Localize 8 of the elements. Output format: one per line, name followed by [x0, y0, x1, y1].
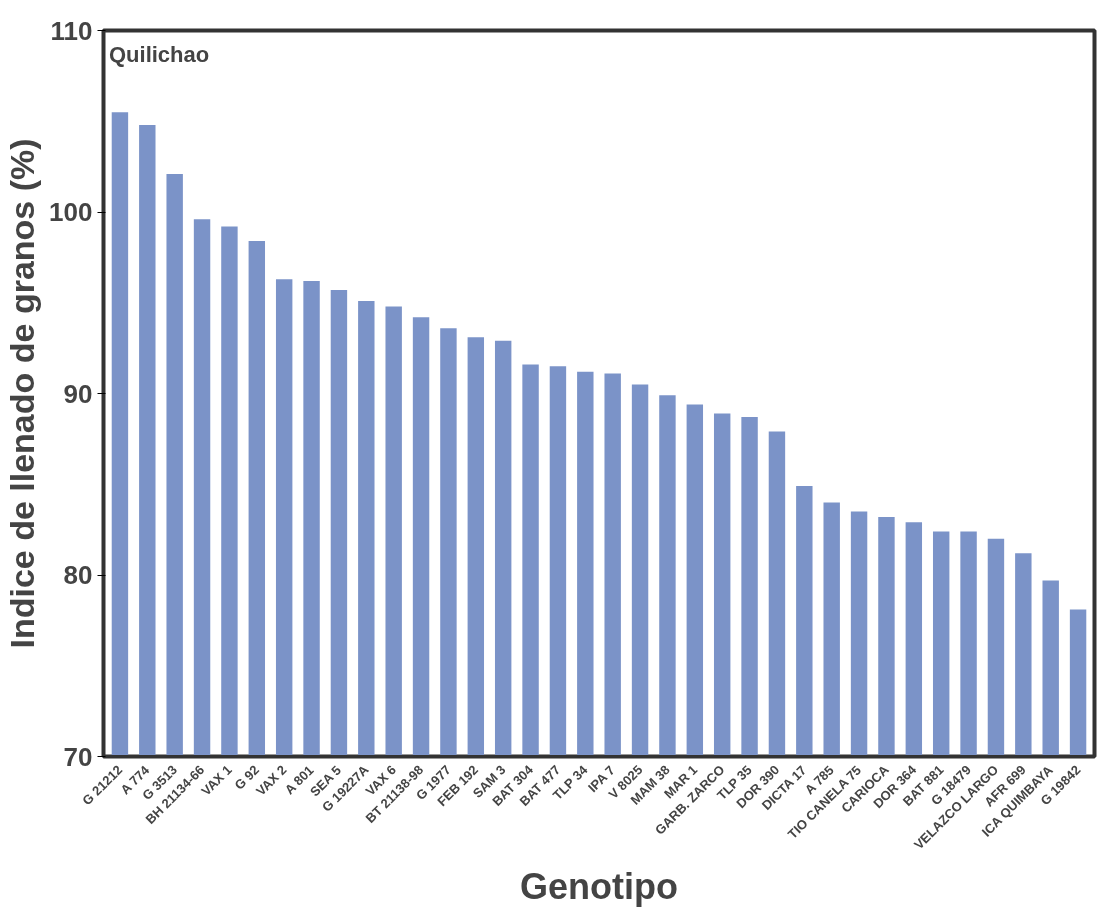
- x-axis-title: Genotipo: [520, 865, 678, 907]
- y-tick-label: 70: [63, 741, 93, 772]
- annotation: Quilichao: [108, 41, 210, 67]
- y-tick-label: 100: [49, 197, 93, 227]
- y-tick-label: 90: [63, 378, 93, 409]
- y-tick-label: 110: [50, 15, 93, 46]
- y-axis-title: Indice de llenado de granos (%): [3, 138, 42, 649]
- y-tick-label: 80: [63, 560, 93, 590]
